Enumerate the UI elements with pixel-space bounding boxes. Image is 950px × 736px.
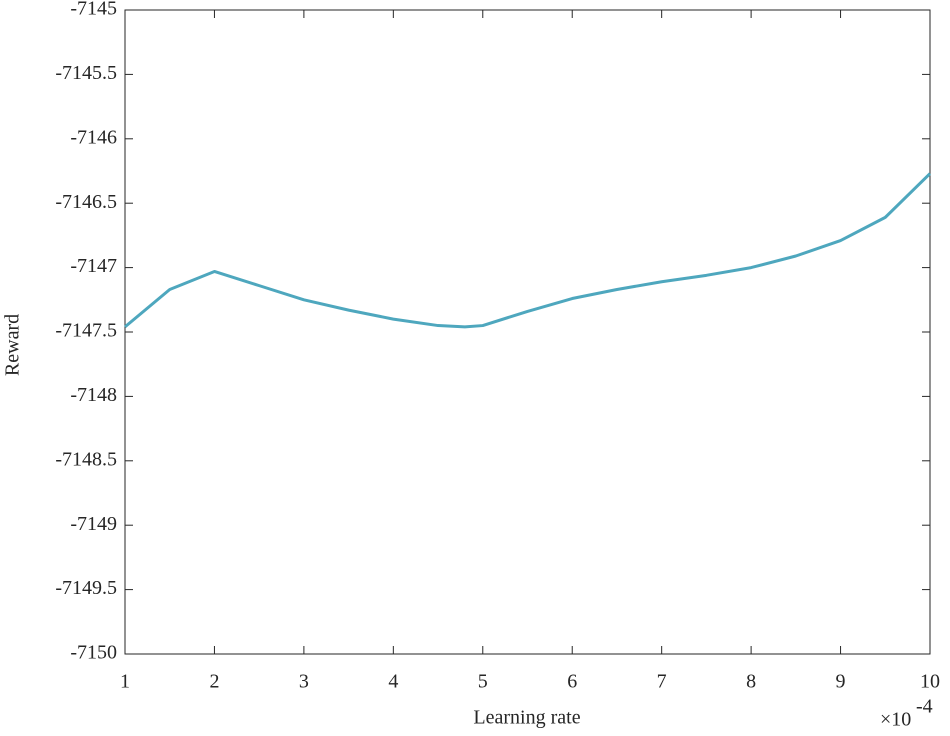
y-tick-label: -7146.5 (55, 191, 117, 213)
x-tick-label: 9 (836, 671, 846, 693)
y-axis-label: Reward (2, 314, 24, 376)
x-tick-label: 5 (478, 671, 488, 693)
x-tick-label: 2 (209, 671, 219, 693)
x-tick-label: 4 (388, 671, 398, 693)
y-tick-label: -7148 (70, 384, 117, 406)
data-line (124, 172, 932, 329)
y-tick-label: -7147.5 (55, 320, 117, 342)
x-axis-label: Learning rate (473, 707, 580, 729)
y-tick-label: -7150 (70, 642, 117, 664)
y-tick-label: -7145.5 (55, 62, 117, 84)
x-tick-label: 6 (567, 671, 577, 693)
y-tick-label: -7147 (70, 255, 117, 277)
y-tick-label: -7148.5 (55, 448, 117, 470)
x-scale-base: ×10 (880, 709, 911, 731)
x-tick-label: 8 (746, 671, 756, 693)
y-tick-label: -7149 (70, 513, 117, 535)
plot-box (124, 9, 931, 655)
y-tick-label: -7145 (70, 0, 117, 20)
x-scale-exponent: -4 (916, 696, 933, 718)
x-tick-label: 3 (299, 671, 309, 693)
x-tick-label: 7 (657, 671, 667, 693)
y-tick-label: -7146 (70, 126, 117, 148)
x-tick-label: 1 (120, 671, 130, 693)
y-tick-label: -7149.5 (55, 577, 117, 599)
x-tick-label: 10 (920, 671, 940, 693)
